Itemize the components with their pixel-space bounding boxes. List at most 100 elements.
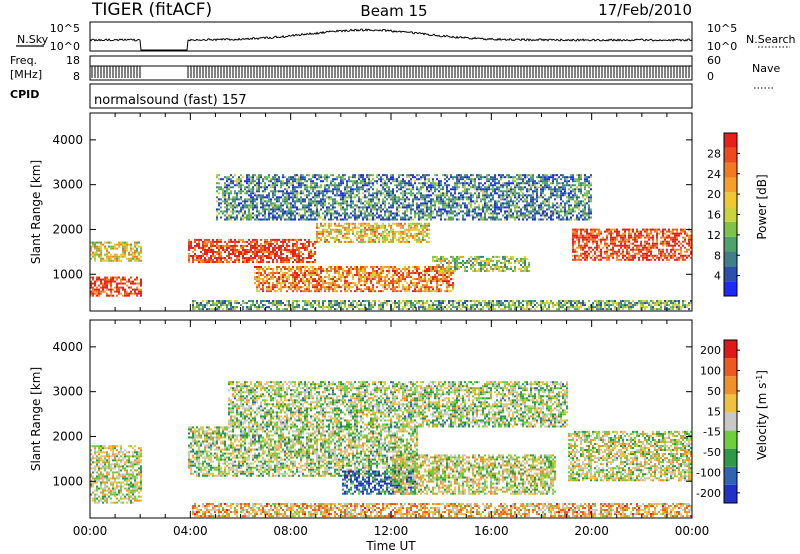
station-title: TIGER (fitACF) bbox=[91, 0, 212, 20]
heatmap-cell bbox=[416, 270, 418, 273]
heatmap-cell bbox=[432, 200, 434, 203]
heatmap-cell bbox=[374, 226, 376, 229]
heatmap-cell bbox=[420, 232, 422, 235]
heatmap-cell bbox=[242, 212, 244, 215]
heatmap-cell bbox=[298, 265, 300, 268]
heatmap-cell bbox=[370, 204, 372, 207]
heatmap-cell bbox=[368, 308, 370, 311]
heatmap-cell bbox=[334, 222, 336, 225]
heatmap-cell bbox=[312, 176, 314, 179]
heatmap-cell bbox=[232, 200, 234, 203]
heatmap-cell bbox=[252, 261, 254, 264]
heatmap-cell bbox=[302, 244, 304, 247]
heatmap-cell bbox=[334, 184, 336, 187]
heatmap-cell bbox=[230, 174, 232, 177]
heatmap-cell bbox=[400, 308, 402, 311]
heatmap-cell bbox=[416, 196, 418, 199]
heatmap-cell bbox=[234, 190, 236, 193]
heatmap-cell bbox=[402, 196, 404, 199]
heatmap-cell bbox=[208, 259, 210, 262]
heatmap-cell bbox=[494, 204, 496, 207]
heatmap-cell bbox=[306, 180, 308, 183]
heatmap-cell bbox=[370, 240, 372, 243]
heatmap-cell bbox=[492, 270, 494, 273]
heatmap-cell bbox=[318, 236, 320, 239]
heatmap-cell bbox=[372, 226, 374, 229]
heatmap-cell bbox=[354, 196, 356, 199]
heatmap-cell bbox=[266, 208, 268, 211]
heatmap-cell bbox=[200, 304, 202, 307]
heatmap-cell bbox=[254, 180, 256, 183]
heatmap-cell bbox=[366, 218, 368, 221]
heatmap-cell bbox=[366, 196, 368, 199]
heatmap-cell bbox=[316, 178, 318, 181]
heatmap-cell bbox=[256, 206, 258, 209]
heatmap-cell bbox=[480, 270, 482, 273]
heatmap-cell bbox=[448, 190, 450, 193]
heatmap-cell bbox=[106, 292, 108, 295]
heatmap-cell bbox=[396, 180, 398, 183]
heatmap-cell bbox=[256, 259, 258, 262]
heatmap-cell bbox=[220, 259, 222, 262]
heatmap-cell bbox=[346, 228, 348, 231]
heatmap-cell bbox=[436, 280, 438, 283]
heatmap-cell bbox=[380, 224, 382, 227]
heatmap-cell bbox=[450, 204, 452, 207]
heatmap-cell bbox=[256, 244, 258, 247]
heatmap-cell bbox=[492, 267, 494, 271]
heatmap-cell bbox=[338, 230, 340, 233]
heatmap-cell bbox=[352, 308, 354, 311]
heatmap-cell bbox=[94, 241, 96, 244]
heatmap-cell bbox=[318, 288, 320, 291]
heatmap-cell bbox=[298, 252, 300, 256]
heatmap-cell bbox=[444, 280, 446, 283]
heatmap-cell bbox=[418, 212, 420, 215]
heatmap-cell bbox=[358, 208, 360, 211]
heatmap-cell bbox=[298, 261, 300, 264]
heatmap-cell bbox=[312, 304, 314, 307]
heatmap-cell bbox=[410, 216, 412, 219]
heatmap-cell bbox=[280, 261, 282, 264]
heatmap-cell bbox=[348, 272, 350, 275]
heatmap-cell bbox=[494, 308, 496, 311]
heatmap-cell bbox=[264, 304, 266, 307]
heatmap-cell bbox=[372, 188, 374, 191]
heatmap-cell bbox=[266, 176, 268, 179]
heatmap-cell bbox=[240, 192, 242, 195]
heatmap-cell bbox=[446, 188, 448, 191]
heatmap-cell bbox=[422, 224, 424, 227]
heatmap-cell bbox=[214, 250, 216, 253]
heatmap-cell bbox=[216, 186, 218, 189]
heatmap-cell bbox=[394, 290, 396, 293]
heatmap-cell bbox=[258, 212, 260, 215]
heatmap-cell bbox=[438, 210, 440, 213]
heatmap-cell bbox=[492, 186, 494, 189]
heatmap-cell bbox=[292, 267, 294, 271]
heatmap-cell bbox=[258, 284, 260, 287]
cpid-text: normalsound (fast) 157 bbox=[94, 93, 247, 108]
heatmap-cell bbox=[492, 259, 494, 262]
heatmap-cell bbox=[394, 265, 396, 268]
heatmap-cell bbox=[122, 243, 124, 246]
heatmap-cell bbox=[338, 188, 340, 191]
heatmap-cell bbox=[486, 304, 488, 307]
heatmap-cell bbox=[488, 300, 490, 303]
heatmap-cell bbox=[264, 214, 266, 217]
heatmap-cell bbox=[460, 206, 462, 209]
heatmap-cell bbox=[280, 252, 282, 256]
heatmap-cell bbox=[302, 198, 304, 201]
heatmap-cell bbox=[370, 265, 372, 268]
heatmap-cell bbox=[340, 300, 342, 303]
heatmap-cell bbox=[456, 265, 458, 268]
heatmap-cell bbox=[308, 244, 310, 247]
heatmap-cell bbox=[96, 247, 98, 250]
heatmap-cell bbox=[228, 184, 230, 187]
heatmap-cell bbox=[214, 302, 216, 305]
heatmap-cell bbox=[138, 292, 140, 295]
heatmap-cell bbox=[394, 282, 396, 285]
heatmap-cell bbox=[446, 218, 448, 221]
heatmap-cell bbox=[280, 208, 282, 211]
heatmap-cell bbox=[314, 204, 316, 207]
heatmap-cell bbox=[486, 188, 488, 191]
heatmap-cell bbox=[414, 226, 416, 229]
